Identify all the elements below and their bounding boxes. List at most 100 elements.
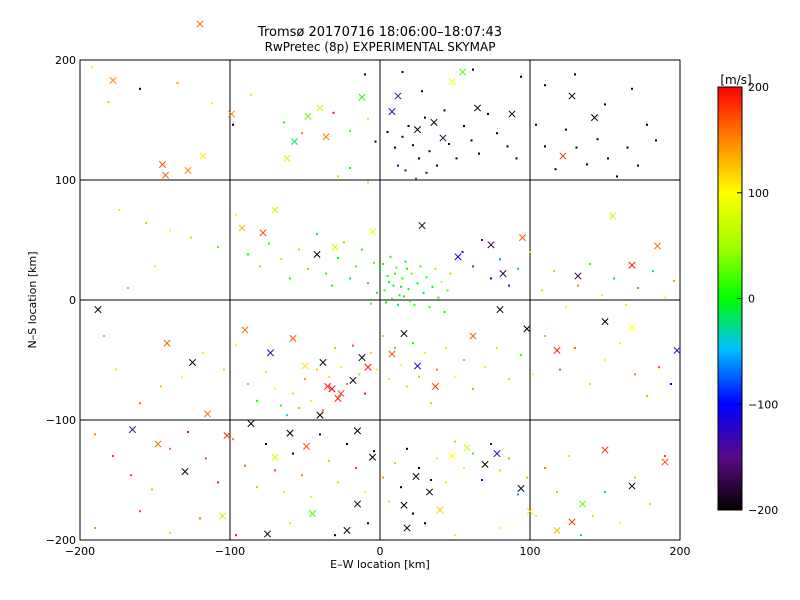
data-point-dot [112, 455, 114, 457]
data-point-dot [604, 359, 606, 361]
data-point-dot [418, 375, 420, 378]
data-point-dot [544, 84, 546, 87]
data-point-dot [223, 368, 225, 371]
y-axis-ticks: −200 −100 0 100 200 [46, 54, 86, 547]
data-point-dot [401, 71, 404, 73]
data-point-dot [235, 344, 237, 347]
data-point-dot [407, 125, 410, 127]
data-point-dot [115, 368, 117, 371]
data-point-dot [431, 285, 434, 288]
data-point-dot [568, 455, 570, 457]
data-point-x-marker [290, 138, 299, 146]
data-point-dot [301, 132, 303, 135]
data-point-dot [403, 295, 405, 298]
data-point-x-marker [353, 427, 362, 435]
data-point-x-marker [181, 468, 189, 476]
data-point-dot [463, 467, 465, 469]
data-point-dot [103, 335, 105, 337]
data-point-dot [443, 109, 446, 112]
data-point-dot [176, 81, 179, 84]
data-point-x-marker [263, 530, 272, 538]
data-point-x-marker [413, 362, 422, 370]
data-point-dot [637, 164, 639, 167]
x-axis-label: E–W location [km] [330, 558, 430, 571]
data-point-dot [394, 347, 396, 349]
colorbar-tick-label: 0 [748, 293, 755, 306]
data-point-x-marker [109, 76, 117, 84]
data-point-dot [385, 301, 387, 304]
data-point-dot [626, 146, 629, 149]
data-point-dot [418, 467, 420, 469]
data-point-dot [508, 378, 510, 381]
data-point-x-marker [368, 228, 377, 236]
data-point-x-marker [154, 440, 162, 448]
data-point-dot [484, 366, 486, 369]
data-point-x-marker [301, 362, 309, 370]
data-point-x-marker [316, 104, 324, 112]
data-point-dot [619, 342, 621, 345]
data-point-dot [506, 145, 509, 148]
data-point-x-marker [161, 171, 170, 179]
data-point-dot [169, 229, 171, 232]
data-point-dot [670, 383, 672, 385]
data-point-x-marker [448, 78, 456, 86]
data-point-dot [337, 257, 339, 259]
data-point-dot [455, 157, 458, 160]
data-point-dot [436, 368, 438, 371]
data-point-dot [428, 150, 431, 153]
data-point-dot [268, 242, 270, 245]
data-point-dot [544, 145, 546, 148]
data-point-dot [499, 469, 501, 472]
colorbar-ticks: 200 100 0 −100 −200 [737, 81, 778, 517]
data-point-dot [520, 354, 522, 357]
data-point-dot [544, 335, 546, 337]
data-point-dot [589, 263, 591, 265]
data-point-dot [376, 291, 378, 294]
data-point-dot [145, 222, 147, 225]
data-point-dot [445, 481, 447, 484]
data-point-dot [202, 351, 204, 354]
data-point-x-marker [553, 346, 561, 354]
data-point-dot [412, 144, 414, 147]
data-point-dot [160, 385, 162, 388]
data-point-x-marker [199, 152, 207, 160]
data-point-x-marker [223, 432, 231, 440]
data-point-x-marker [353, 500, 362, 508]
data-point-x-marker [337, 390, 345, 398]
data-point-dot [367, 522, 369, 525]
data-point-dot [383, 289, 386, 292]
data-point-dot [232, 438, 234, 441]
data-point-dot [607, 157, 609, 160]
data-point-dot [481, 239, 483, 241]
data-point-dot [409, 300, 411, 303]
data-point-dot [658, 366, 660, 369]
data-point-dot [637, 287, 639, 289]
data-point-dot [443, 311, 446, 313]
data-point-x-marker [608, 212, 617, 220]
data-point-dot [490, 443, 492, 445]
data-point-dot [292, 392, 294, 395]
data-point-dot [127, 287, 129, 289]
data-point-dot [406, 385, 408, 388]
y-tick-label: −100 [46, 414, 76, 427]
data-point-dot [424, 116, 426, 119]
data-point-dot [416, 282, 419, 285]
data-point-x-marker [286, 429, 294, 437]
colorbar-tick-label: −200 [748, 504, 778, 517]
data-point-dot [235, 213, 237, 216]
data-point-x-marker [241, 326, 249, 334]
data-point-x-marker [454, 253, 462, 261]
data-point-dot [646, 395, 648, 397]
data-point-dot [454, 375, 456, 378]
data-point-dot [437, 296, 440, 299]
data-point-dot [298, 248, 300, 251]
data-point-dot [619, 522, 621, 525]
data-point-x-marker [517, 484, 525, 492]
data-point-x-marker [196, 20, 204, 28]
data-point-dot [337, 175, 339, 178]
data-point-x-marker [319, 358, 327, 366]
data-point-dot [517, 267, 519, 270]
data-point-x-marker [218, 512, 227, 520]
data-point-dot [592, 515, 594, 517]
data-point-dot [391, 297, 393, 300]
